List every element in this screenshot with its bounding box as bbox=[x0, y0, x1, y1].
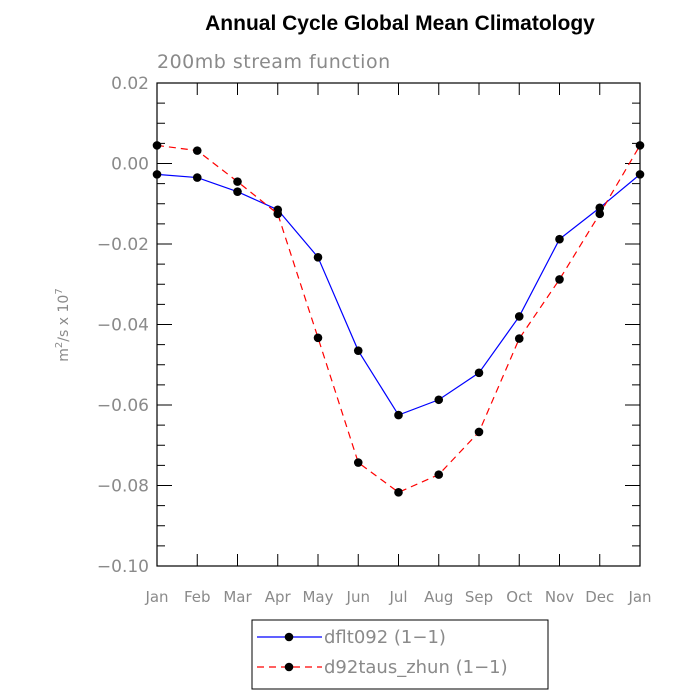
legend-marker bbox=[284, 662, 294, 672]
series-0 bbox=[152, 170, 645, 420]
data-point bbox=[192, 146, 202, 155]
series-1 bbox=[152, 141, 645, 497]
x-tick-label: Jun bbox=[346, 588, 370, 606]
x-tick-label: Jan bbox=[627, 588, 651, 606]
y-tick-label: −0.04 bbox=[97, 316, 149, 336]
y-tick-label: 0.02 bbox=[111, 74, 149, 94]
x-tick-label: Dec bbox=[585, 588, 614, 606]
data-point bbox=[555, 275, 564, 284]
legend-box bbox=[251, 619, 549, 690]
y-ticks: 0.02 0.00 −0.02 −0.04 −0.06 −0.08 −0.10 bbox=[97, 74, 640, 577]
data-point bbox=[313, 333, 323, 343]
y-tick-label: −0.02 bbox=[97, 235, 149, 255]
y-tick-label: 0.00 bbox=[111, 155, 149, 175]
data-point bbox=[152, 141, 162, 150]
data-point bbox=[555, 234, 564, 244]
legend-label: d92taus_zhun (1−1) bbox=[324, 657, 508, 678]
data-point bbox=[595, 203, 605, 213]
data-point bbox=[394, 488, 403, 497]
x-tick-label: Feb bbox=[184, 588, 211, 606]
y-tick-label: −0.10 bbox=[97, 557, 149, 577]
y-tick-label: −0.08 bbox=[97, 477, 149, 497]
x-tick-label: Jul bbox=[388, 588, 407, 606]
x-tick-label: Nov bbox=[545, 588, 574, 606]
svg-text:m2/s x 107: m2/s x 107 bbox=[54, 288, 72, 361]
x-ticks: Jan Feb Mar Apr May Jun Jul Aug Sep Oct Nov Dec Jan bbox=[144, 83, 652, 606]
data-point bbox=[353, 346, 363, 355]
legend-item: d92taus_zhun (1−1) bbox=[257, 657, 508, 678]
data-point bbox=[192, 173, 202, 182]
x-tick-label: Jan bbox=[144, 588, 168, 606]
data-point bbox=[514, 312, 524, 321]
data-point bbox=[635, 141, 645, 150]
series-layer bbox=[152, 141, 645, 497]
data-point bbox=[434, 395, 444, 405]
ylabel-base: m bbox=[56, 348, 72, 362]
chart-title: Annual Cycle Global Mean Climatology bbox=[205, 12, 595, 35]
legend-item: dflt092 (1−1) bbox=[257, 627, 446, 648]
ylabel-sup1: 2 bbox=[54, 342, 65, 348]
x-tick-label: Apr bbox=[265, 588, 292, 606]
data-point bbox=[635, 170, 645, 179]
x-tick-label: Oct bbox=[506, 588, 532, 606]
data-point bbox=[273, 209, 283, 219]
legend: dflt092 (1−1) d92taus_zhun (1−1) bbox=[251, 619, 549, 690]
chart-subtitle: 200mb stream function bbox=[157, 51, 391, 73]
data-point bbox=[353, 458, 363, 467]
series-line bbox=[156, 144, 641, 494]
data-point bbox=[595, 209, 605, 219]
y-axis-label: m2/s x 107 bbox=[54, 288, 72, 361]
data-point bbox=[313, 252, 323, 262]
data-point bbox=[233, 187, 242, 196]
x-tick-label: Sep bbox=[465, 588, 493, 606]
data-point bbox=[233, 177, 242, 186]
data-point bbox=[474, 368, 484, 378]
data-point bbox=[514, 334, 524, 343]
x-tick-label: Aug bbox=[424, 588, 453, 606]
y-tick-label: −0.06 bbox=[97, 396, 149, 416]
x-tick-label: May bbox=[302, 588, 333, 606]
ylabel-sup2: 7 bbox=[54, 288, 65, 294]
legend-marker bbox=[284, 632, 294, 642]
data-point bbox=[394, 410, 403, 420]
data-point bbox=[152, 170, 162, 179]
data-point bbox=[434, 470, 444, 479]
x-tick-label: Mar bbox=[223, 588, 252, 606]
series-line bbox=[156, 173, 641, 416]
legend-label: dflt092 (1−1) bbox=[324, 627, 446, 648]
data-point bbox=[474, 427, 484, 437]
ylabel-mid: /s x 10 bbox=[56, 295, 72, 342]
